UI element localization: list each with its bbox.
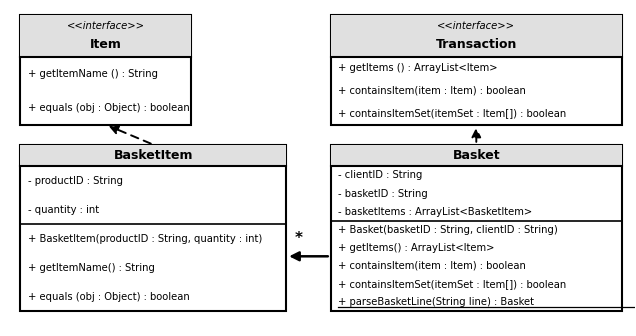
Bar — [331, 145, 622, 311]
Text: - basketItems : ArrayList<BasketItem>: - basketItems : ArrayList<BasketItem> — [338, 207, 532, 217]
Bar — [20, 15, 191, 125]
Text: + Basket(basketID : String, clientID : String): + Basket(basketID : String, clientID : S… — [338, 225, 558, 235]
Text: Basket: Basket — [452, 149, 500, 162]
Bar — [331, 15, 622, 56]
Text: Item: Item — [90, 38, 122, 51]
Bar — [20, 15, 191, 56]
Text: + containsItemSet(itemSet : Item[]) : boolean: + containsItemSet(itemSet : Item[]) : bo… — [338, 279, 567, 289]
Bar — [20, 145, 286, 166]
Text: + containsItem(item : Item) : boolean: + containsItem(item : Item) : boolean — [338, 86, 526, 96]
Text: + getItems() : ArrayList<Item>: + getItems() : ArrayList<Item> — [338, 243, 495, 253]
Text: + parseBasketLine(String line) : Basket: + parseBasketLine(String line) : Basket — [338, 297, 534, 307]
Bar — [20, 145, 286, 311]
Text: - quantity : int: - quantity : int — [28, 205, 99, 215]
Text: + equals (obj : Object) : boolean: + equals (obj : Object) : boolean — [28, 292, 190, 302]
Text: <<interface>>: <<interface>> — [67, 22, 145, 32]
Text: + containsItemSet(itemSet : Item[]) : boolean: + containsItemSet(itemSet : Item[]) : bo… — [338, 108, 567, 118]
Text: + getItemName () : String: + getItemName () : String — [28, 69, 158, 79]
Text: + getItems () : ArrayList<Item>: + getItems () : ArrayList<Item> — [338, 63, 498, 73]
Text: - productID : String: - productID : String — [28, 176, 123, 186]
Text: + equals (obj : Object) : boolean: + equals (obj : Object) : boolean — [28, 102, 190, 113]
Bar — [331, 145, 622, 166]
Bar — [331, 15, 622, 125]
Text: BasketItem: BasketItem — [114, 149, 193, 162]
Text: + containsItem(item : Item) : boolean: + containsItem(item : Item) : boolean — [338, 261, 526, 271]
Text: - basketID : String: - basketID : String — [338, 188, 428, 199]
Text: Transaction: Transaction — [436, 38, 517, 51]
Text: + getItemName() : String: + getItemName() : String — [28, 263, 155, 273]
Text: <<interface>>: <<interface>> — [438, 22, 515, 32]
Text: *: * — [295, 231, 303, 246]
Text: + BasketItem(productID : String, quantity : int): + BasketItem(productID : String, quantit… — [28, 234, 262, 244]
Text: - clientID : String: - clientID : String — [338, 170, 423, 180]
